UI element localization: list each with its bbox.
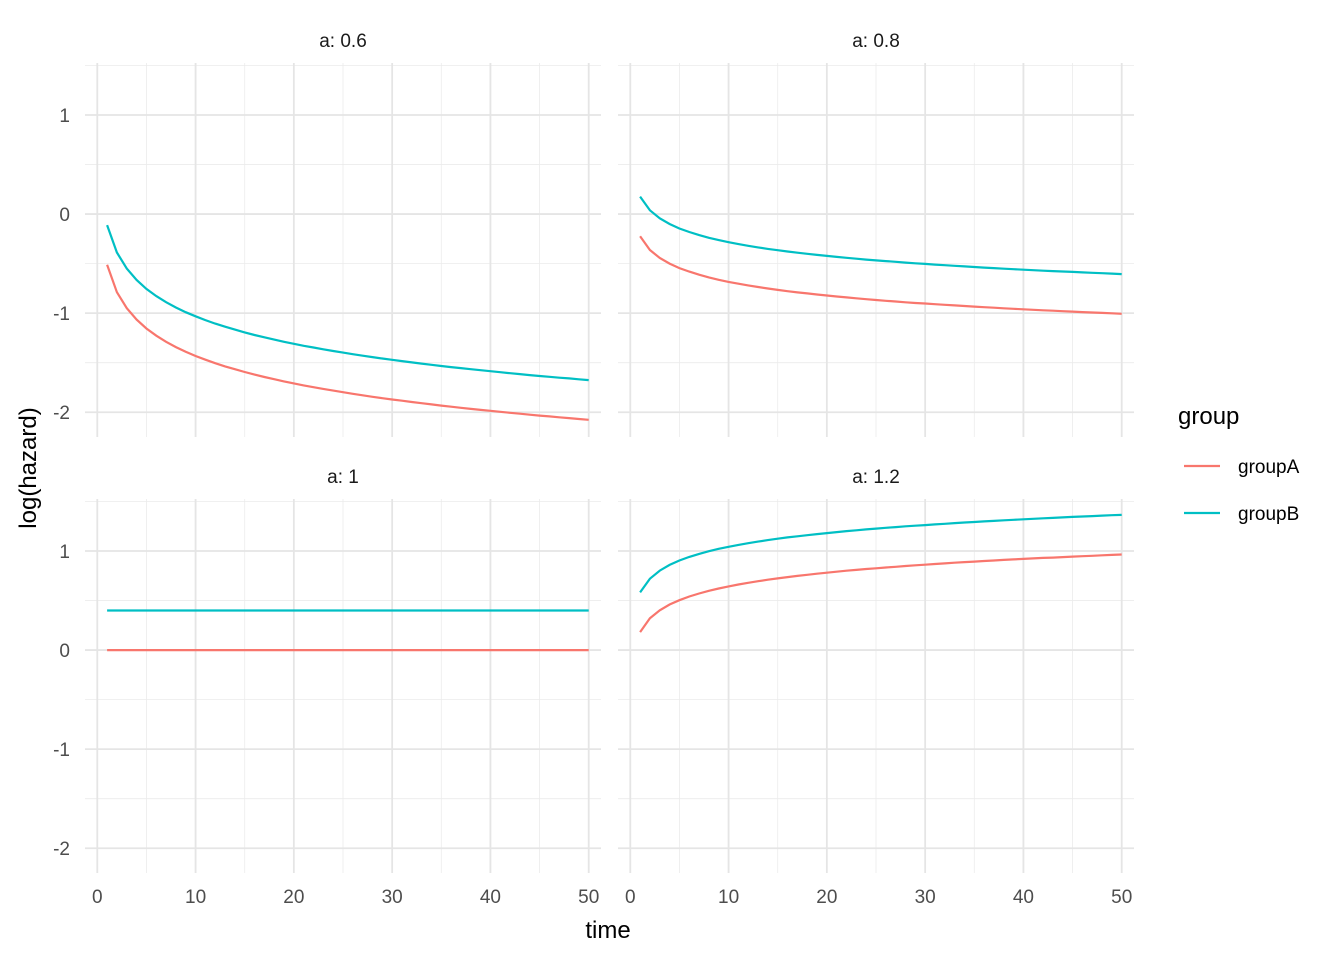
y-tick-label: 1 [59, 106, 70, 127]
y-tick-label: 0 [59, 205, 70, 226]
x-tick-label: 10 [185, 887, 206, 908]
legend-label-groupB: groupB [1238, 504, 1299, 525]
x-tick-label: 30 [915, 887, 936, 908]
y-tick-label: -1 [53, 304, 70, 325]
series-line-groupB [106, 224, 589, 382]
x-tick-label: 40 [1013, 887, 1034, 908]
facet-panel: a: 1.2 0 10 20 30 40 50 [618, 467, 1134, 908]
facet-strip-title: a: 0.6 [319, 31, 367, 52]
x-tick-label: 20 [816, 887, 837, 908]
series-line-groupA [106, 264, 589, 421]
x-axis-label: time [585, 917, 630, 944]
x-tick-label: 20 [283, 887, 304, 908]
x-tick-label: 40 [480, 887, 501, 908]
x-tick-label: 10 [718, 887, 739, 908]
legend-label-groupA: groupA [1238, 457, 1300, 478]
series-line-groupA [639, 235, 1122, 315]
series-line-groupB [639, 195, 1122, 276]
series-line-groupA [639, 553, 1122, 633]
x-tick-label: 50 [1111, 887, 1132, 908]
facet-panel: a: 0.8 [618, 31, 1134, 437]
legend: group groupA groupB [1178, 403, 1300, 525]
x-tick-label: 0 [92, 887, 103, 908]
y-tick-label: 0 [59, 641, 70, 662]
y-tick-label: -2 [53, 403, 70, 424]
facet-panel: a: 0.6 -2 -1 0 1 [53, 31, 601, 437]
y-tick-label: 1 [59, 542, 70, 563]
y-tick-label: -2 [53, 839, 70, 860]
x-tick-label: 0 [625, 887, 636, 908]
x-tick-label: 30 [382, 887, 403, 908]
y-tick-label: -1 [53, 740, 70, 761]
y-axis-label: log(hazard) [15, 407, 42, 528]
x-tick-label: 50 [578, 887, 599, 908]
facet-strip-title: a: 1 [327, 467, 359, 488]
legend-title: group [1178, 403, 1239, 430]
facet-strip-title: a: 0.8 [852, 31, 900, 52]
facet-strip-title: a: 1.2 [852, 467, 900, 488]
series-line-groupB [639, 513, 1122, 594]
